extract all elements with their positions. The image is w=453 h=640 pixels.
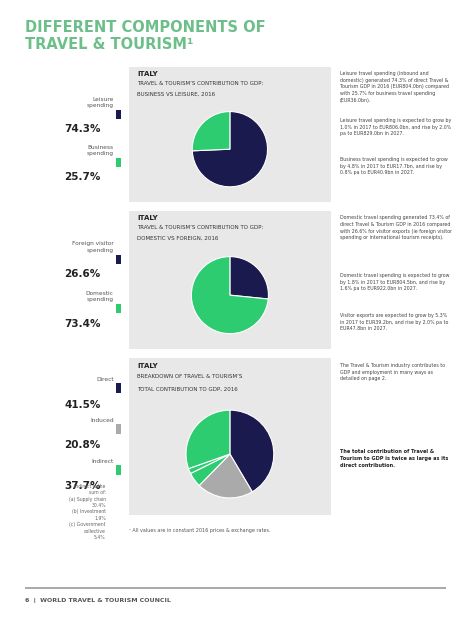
- Text: Domestic travel spending is expected to grow by 1.8% in 2017 to EUR804.5bn, and : Domestic travel spending is expected to …: [340, 273, 449, 291]
- Text: ITALY: ITALY: [137, 71, 158, 77]
- Text: 20.8%: 20.8%: [64, 440, 101, 451]
- FancyBboxPatch shape: [116, 255, 121, 264]
- Text: Domestic
spending: Domestic spending: [86, 291, 114, 302]
- Text: 25.7%: 25.7%: [64, 172, 101, 182]
- Text: TRAVEL & TOURISM’S CONTRIBUTION TO GDP:: TRAVEL & TOURISM’S CONTRIBUTION TO GDP:: [137, 225, 264, 230]
- Text: Indirect is the
sum of:
(a) Supply chain
30.4%
(b) Investment
1.9%
(c) Governmen: Indirect is the sum of: (a) Supply chain…: [69, 484, 106, 540]
- FancyBboxPatch shape: [116, 305, 121, 314]
- Text: ITALY: ITALY: [137, 363, 158, 369]
- Text: ITALY: ITALY: [137, 215, 158, 221]
- Wedge shape: [230, 257, 269, 299]
- Text: ¹ All values are in constant 2016 prices & exchange rates.: ¹ All values are in constant 2016 prices…: [129, 528, 270, 533]
- Text: TRAVEL & TOURISM¹: TRAVEL & TOURISM¹: [25, 37, 193, 52]
- Text: TOTAL CONTRIBUTION TO GDP, 2016: TOTAL CONTRIBUTION TO GDP, 2016: [137, 387, 238, 392]
- FancyBboxPatch shape: [116, 465, 121, 475]
- Wedge shape: [191, 454, 230, 486]
- Wedge shape: [188, 454, 230, 474]
- Wedge shape: [193, 111, 268, 187]
- Text: 41.5%: 41.5%: [64, 399, 101, 410]
- Wedge shape: [199, 454, 252, 498]
- Text: The total contribution of Travel & Tourism to GDP is twice as large as its direc: The total contribution of Travel & Touri…: [340, 449, 448, 468]
- Text: BUSINESS VS LEISURE, 2016: BUSINESS VS LEISURE, 2016: [137, 92, 215, 97]
- Text: Visitor exports are expected to grow by 5.3% in 2017 to EUR39.2bn, and rise by 2: Visitor exports are expected to grow by …: [340, 313, 448, 332]
- Text: Indirect: Indirect: [92, 459, 114, 464]
- Text: Leisure
spending: Leisure spending: [87, 97, 114, 108]
- Wedge shape: [186, 410, 230, 468]
- Text: Direct: Direct: [96, 377, 114, 382]
- Text: Leisure travel spending is expected to grow by 1.0% in 2017 to EUR806.0bn, and r: Leisure travel spending is expected to g…: [340, 118, 451, 136]
- Text: DIFFERENT COMPONENTS OF: DIFFERENT COMPONENTS OF: [25, 20, 265, 35]
- Text: The Travel & Tourism industry contributes to GDP and employment in many ways as : The Travel & Tourism industry contribute…: [340, 363, 445, 381]
- Text: BREAKDOWN OF TRAVEL & TOURISM’S: BREAKDOWN OF TRAVEL & TOURISM’S: [137, 374, 242, 379]
- FancyBboxPatch shape: [116, 110, 121, 118]
- Wedge shape: [191, 257, 268, 333]
- Text: Foreign visitor
spending: Foreign visitor spending: [72, 241, 114, 253]
- Wedge shape: [230, 410, 274, 492]
- Text: 26.6%: 26.6%: [64, 269, 101, 279]
- FancyBboxPatch shape: [116, 158, 121, 167]
- Wedge shape: [192, 111, 230, 151]
- Text: Induced: Induced: [90, 418, 114, 423]
- Text: DOMESTIC VS FOREIGN, 2016: DOMESTIC VS FOREIGN, 2016: [137, 236, 218, 241]
- FancyBboxPatch shape: [116, 424, 121, 434]
- Text: Business
spending: Business spending: [87, 145, 114, 156]
- Text: 37.7%: 37.7%: [64, 481, 101, 491]
- Text: Business travel spending is expected to grow by 4.8% in 2017 to EUR17.7bn, and r: Business travel spending is expected to …: [340, 157, 448, 175]
- Text: 74.3%: 74.3%: [64, 124, 101, 134]
- FancyBboxPatch shape: [116, 383, 121, 394]
- Text: Domestic travel spending generated 73.4% of direct Travel & Tourism GDP in 2016 : Domestic travel spending generated 73.4%…: [340, 215, 452, 240]
- Text: 73.4%: 73.4%: [64, 319, 101, 329]
- Text: Leisure travel spending (inbound and domestic) generated 74.3% of direct Travel : Leisure travel spending (inbound and dom…: [340, 71, 449, 102]
- Text: 6  |  WORLD TRAVEL & TOURISM COUNCIL: 6 | WORLD TRAVEL & TOURISM COUNCIL: [25, 598, 171, 604]
- Text: TRAVEL & TOURISM’S CONTRIBUTION TO GDP:: TRAVEL & TOURISM’S CONTRIBUTION TO GDP:: [137, 81, 264, 86]
